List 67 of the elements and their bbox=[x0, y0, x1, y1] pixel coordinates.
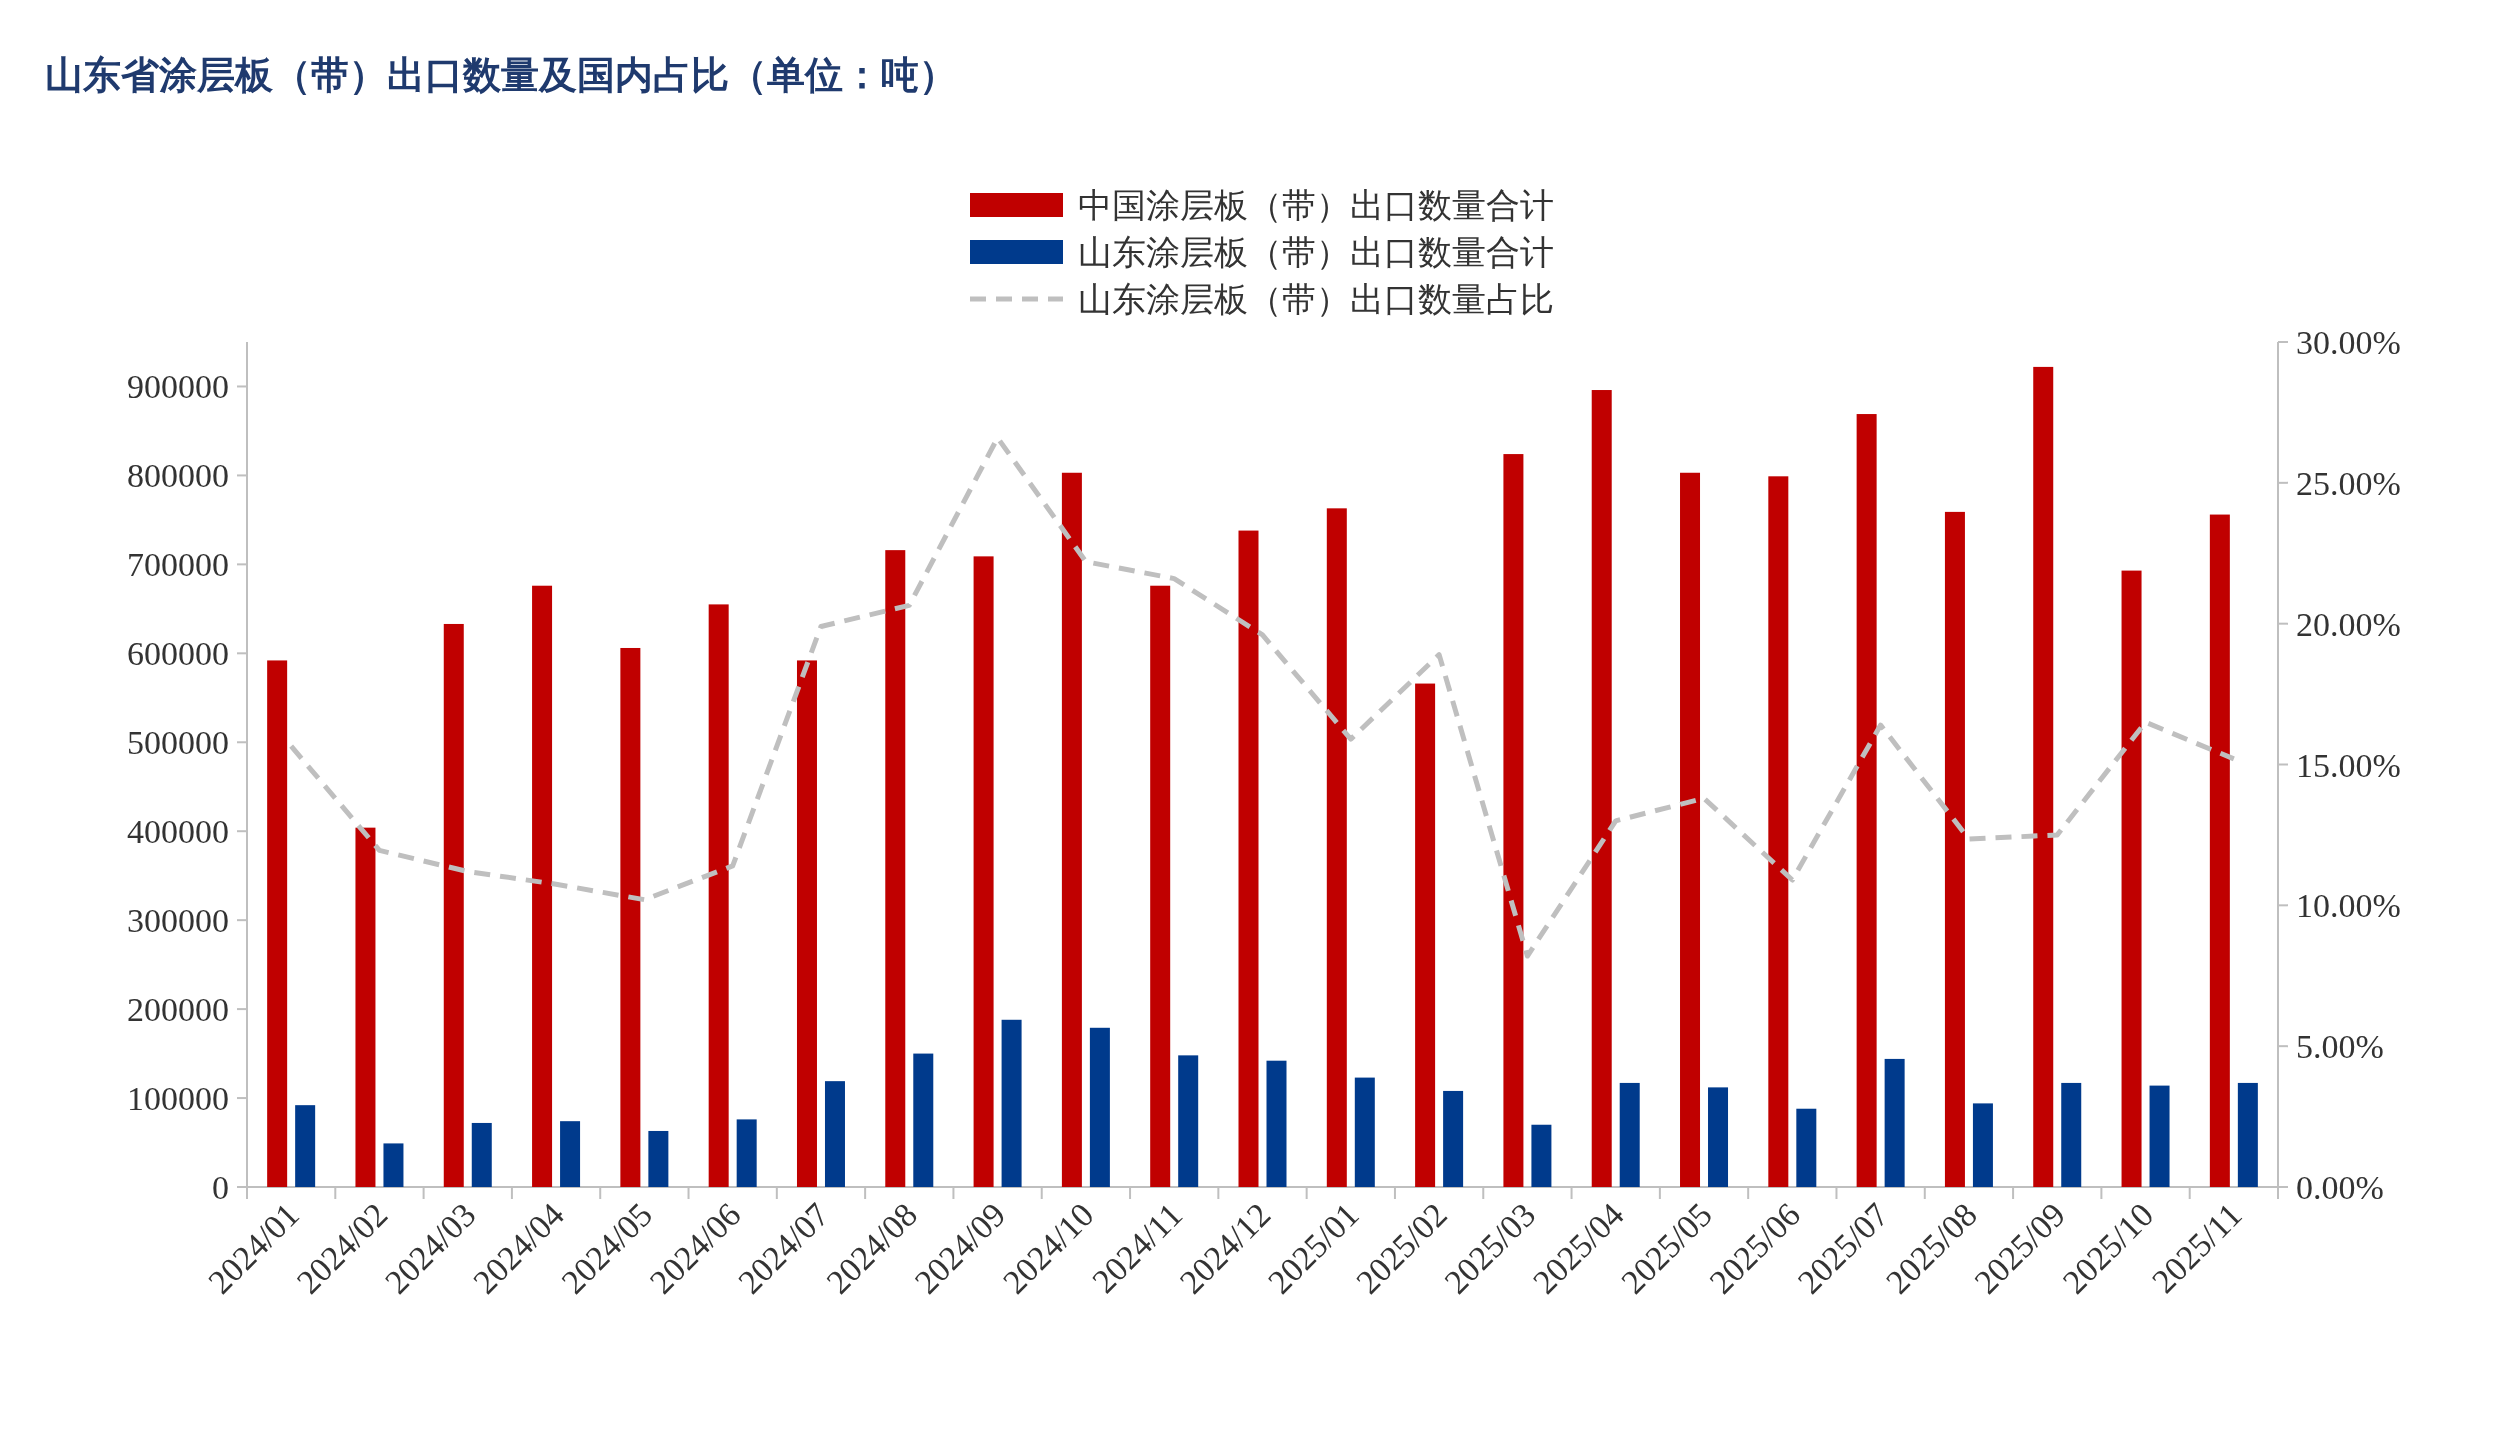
bar bbox=[471, 1122, 492, 1187]
y-tick-label: 0 bbox=[212, 1169, 229, 1206]
y2-tick-label: 30.00% bbox=[2296, 324, 2401, 361]
bar bbox=[1619, 1082, 1640, 1187]
bar bbox=[824, 1081, 845, 1187]
bar bbox=[2149, 1085, 2170, 1187]
y2-tick-label: 15.00% bbox=[2296, 746, 2401, 784]
bar bbox=[796, 660, 817, 1187]
bar bbox=[1796, 1108, 1817, 1187]
bar bbox=[1503, 454, 1524, 1187]
y-tick-label: 200000 bbox=[127, 991, 229, 1029]
bar bbox=[1266, 1060, 1287, 1187]
bar bbox=[1680, 472, 1701, 1187]
bar bbox=[295, 1105, 316, 1187]
bar bbox=[1001, 1019, 1022, 1187]
bar bbox=[708, 604, 729, 1187]
bar bbox=[2209, 514, 2230, 1187]
bar bbox=[1768, 476, 1789, 1187]
bar bbox=[2061, 1082, 2082, 1187]
bar bbox=[736, 1119, 757, 1187]
y2-tick-label: 5.00% bbox=[2296, 1028, 2384, 1066]
bar bbox=[1531, 1124, 1552, 1187]
bar bbox=[1856, 414, 1877, 1187]
bar bbox=[1326, 508, 1347, 1187]
chart-title: 山东省涂层板（带）出口数量及国内占比（单位：吨） bbox=[45, 54, 957, 96]
bar bbox=[1972, 1103, 1993, 1187]
bar bbox=[973, 556, 994, 1187]
bar bbox=[355, 827, 376, 1187]
bar bbox=[1089, 1027, 1110, 1187]
bar bbox=[1415, 683, 1436, 1187]
bar bbox=[1944, 511, 1965, 1187]
bar bbox=[1708, 1087, 1729, 1187]
y-tick-label: 500000 bbox=[127, 724, 229, 762]
bar bbox=[1238, 530, 1259, 1187]
y2-tick-label: 10.00% bbox=[2296, 887, 2401, 925]
y-tick-label: 700000 bbox=[127, 546, 229, 584]
legend-label: 中国涂层板（带）出口数量合计 bbox=[1078, 187, 1554, 224]
bar bbox=[2033, 366, 2054, 1187]
legend-label: 山东涂层板（带）出口数量合计 bbox=[1078, 234, 1554, 271]
y2-tick-label: 0.00% bbox=[2296, 1169, 2384, 1206]
bar bbox=[1591, 390, 1612, 1187]
bar bbox=[443, 623, 464, 1187]
y-tick-label: 100000 bbox=[127, 1080, 229, 1118]
bar bbox=[1178, 1055, 1199, 1187]
bar bbox=[620, 647, 641, 1187]
y-tick-label: 300000 bbox=[127, 902, 229, 940]
bar bbox=[383, 1143, 404, 1187]
bar bbox=[1354, 1077, 1375, 1187]
y2-tick-label: 20.00% bbox=[2296, 605, 2401, 643]
y-tick-label: 900000 bbox=[127, 368, 229, 406]
bar bbox=[1150, 585, 1171, 1187]
bar bbox=[2237, 1082, 2258, 1187]
bar bbox=[267, 660, 288, 1187]
bar bbox=[1061, 472, 1082, 1187]
bar bbox=[1443, 1090, 1464, 1187]
y-tick-label: 600000 bbox=[127, 635, 229, 673]
y-tick-label: 800000 bbox=[127, 457, 229, 495]
bar bbox=[913, 1053, 934, 1187]
bar bbox=[1884, 1058, 1905, 1187]
bar bbox=[532, 585, 553, 1187]
bar bbox=[560, 1121, 581, 1187]
legend-label: 山东涂层板（带）出口数量占比 bbox=[1078, 281, 1554, 318]
bar bbox=[885, 550, 906, 1187]
y-tick-label: 400000 bbox=[127, 813, 229, 851]
bar bbox=[2121, 570, 2142, 1187]
bar bbox=[648, 1130, 669, 1187]
y2-tick-label: 25.00% bbox=[2296, 464, 2401, 502]
